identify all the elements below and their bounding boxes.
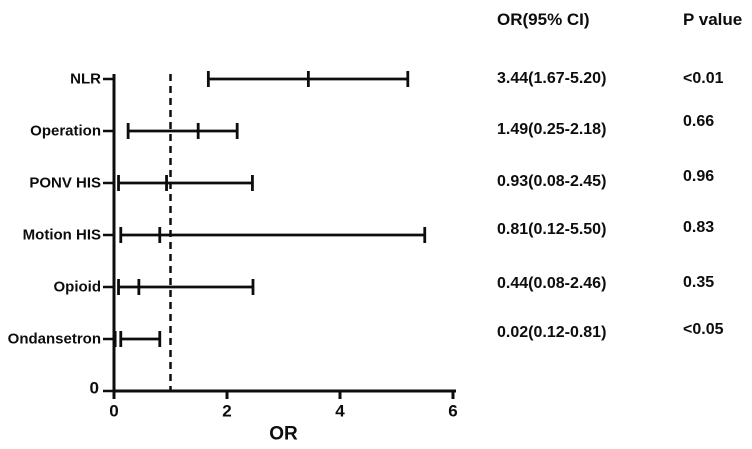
- category-label: Ondansetron: [8, 331, 101, 348]
- or-ci-column-header: OR(95% CI): [497, 10, 590, 29]
- x-tick-label: 4: [335, 402, 345, 421]
- x-tick-label: 0: [109, 402, 118, 421]
- p-value: <0.05: [683, 321, 724, 338]
- x-tick-label: 6: [448, 402, 457, 421]
- x-tick-label: 2: [222, 402, 231, 421]
- x-axis-title: OR: [269, 424, 298, 445]
- or-ci-value: 3.44(1.67-5.20): [497, 70, 607, 87]
- p-value-column-header: P value: [683, 10, 743, 29]
- p-value: 0.66: [683, 113, 715, 130]
- category-label: PONV HIS: [29, 175, 101, 192]
- forest-plot-chart: 0 2 4 6 0 OR NLR Operation PONV HIS Motion HIS Opi…: [8, 71, 458, 445]
- p-value: 0.96: [683, 168, 715, 185]
- y-zero-label: 0: [90, 379, 99, 398]
- or-ci-value: 0.44(0.08-2.46): [497, 275, 607, 292]
- or-ci-value: 0.02(0.12-0.81): [497, 324, 607, 341]
- or-ci-value: 0.81(0.12-5.50): [497, 221, 607, 238]
- category-label: Opioid: [54, 279, 102, 296]
- category-label: Motion HIS: [23, 227, 101, 244]
- or-ci-value: 0.93(0.08-2.45): [497, 173, 607, 190]
- p-value: <0.01: [683, 70, 724, 87]
- or-ci-value: 1.49(0.25-2.18): [497, 121, 607, 138]
- p-value: 0.83: [683, 219, 715, 236]
- p-value: 0.35: [683, 274, 715, 291]
- category-label: Operation: [30, 123, 101, 140]
- category-label: NLR: [70, 71, 101, 88]
